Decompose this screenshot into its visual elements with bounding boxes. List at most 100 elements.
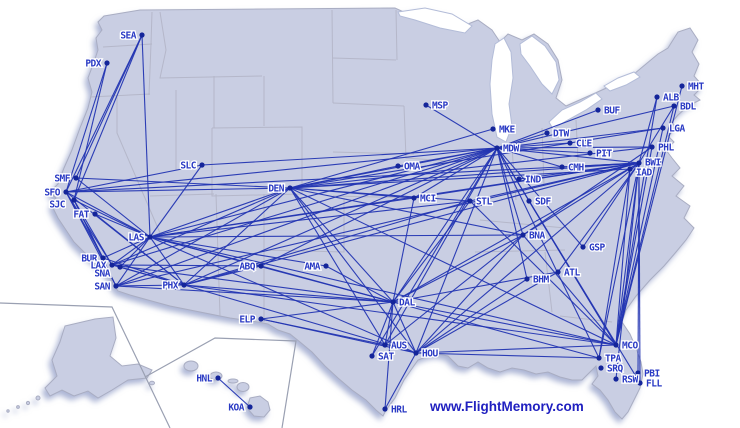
route-las-stl — [149, 200, 471, 238]
airport-dot-sdf — [526, 198, 532, 204]
lake-erie — [548, 92, 603, 130]
airport-dot-sat — [369, 353, 375, 359]
airport-label-rsw: RSW — [622, 375, 638, 386]
route-bdl-mco — [615, 105, 675, 346]
route-hou-atl — [415, 271, 559, 354]
airport-label-cle: CLE — [576, 139, 592, 150]
airport-dot-hrl — [382, 406, 388, 412]
route-mdw-phl — [496, 146, 653, 149]
route-hou-tpa — [415, 352, 600, 359]
route-sna-phx — [119, 266, 185, 286]
airport-label-phl: PHL — [658, 143, 674, 154]
route-las-san — [115, 236, 151, 287]
island-kauai — [183, 360, 199, 372]
airport-label-stl: STL — [476, 197, 492, 208]
route-dal-aus — [384, 301, 394, 346]
route-las-bur — [102, 236, 151, 259]
route-mdw-bna — [496, 147, 524, 236]
aleutian-island — [6, 409, 10, 413]
airport-label-cmh: CMH — [568, 163, 584, 174]
airport-dot-bwi — [636, 160, 642, 166]
route-san-mdw — [115, 147, 498, 287]
lake-huron — [519, 35, 560, 95]
airport-label-dtw: DTW — [553, 129, 569, 140]
route-mdw-pit — [496, 147, 591, 154]
airport-label-den: DEN — [268, 184, 284, 195]
airport-label-oma: OMA — [404, 162, 420, 173]
route-mdw-bdl — [496, 105, 675, 149]
route-las-hou — [149, 236, 417, 354]
airport-label-sat: SAT — [378, 352, 394, 363]
airport-label-mke: MKE — [499, 125, 515, 136]
airport-dot-mdw — [494, 145, 500, 151]
island-molokai — [227, 378, 239, 384]
airport-label-mht: MHT — [688, 82, 704, 93]
continental-us-shape — [49, 7, 704, 420]
airport-label-elp: ELP — [239, 315, 255, 326]
airport-label-lga: LGA — [669, 124, 685, 135]
airport-label-phx: PHX — [162, 281, 178, 292]
route-aus-bna — [384, 234, 524, 346]
airport-label-aus: AUS — [391, 341, 407, 352]
airport-dot-bdl — [671, 103, 677, 109]
route-phx-mco — [183, 284, 617, 346]
route-bna-bwi — [522, 162, 640, 236]
airport-dot-rsw — [613, 376, 619, 382]
route-alb-mco — [615, 96, 658, 346]
route-hou-mco — [415, 344, 617, 354]
route-mci-bwi — [413, 162, 640, 199]
airport-dot-mco — [613, 342, 619, 348]
airport-dot-pbi — [635, 370, 641, 376]
airport-label-atl: ATL — [564, 268, 580, 279]
airport-dot-aus — [382, 342, 388, 348]
lake-michigan — [489, 37, 514, 143]
route-den-aus — [289, 187, 386, 346]
airport-label-slc: SLC — [180, 161, 196, 172]
route-fat-las — [94, 213, 151, 238]
route-sjc-las — [73, 199, 151, 238]
route-bdl-bwi — [638, 105, 675, 164]
route-bwi-tpa — [598, 162, 640, 359]
airport-label-hrl: HRL — [391, 405, 407, 416]
route-slc-mdw — [201, 147, 498, 166]
route-san-phx — [115, 284, 185, 287]
route-smf-den — [75, 177, 291, 189]
island-hawaii-big-island — [246, 395, 271, 418]
airport-dot-oma — [395, 163, 401, 169]
route-mdw-bhm — [496, 147, 528, 280]
hawaii-inset-border — [144, 337, 297, 428]
airport-label-alb: ALB — [663, 93, 679, 104]
route-elp-hou — [260, 318, 417, 354]
airport-label-ama: AMA — [304, 262, 320, 273]
route-den-bwi — [289, 162, 640, 189]
route-mdw-lga — [496, 127, 664, 149]
route-mdw-tpa — [496, 147, 600, 359]
route-mdw-bwi — [496, 147, 640, 164]
route-sea-las — [141, 34, 151, 238]
route-phl-mco — [615, 146, 653, 346]
airport-label-ind: IND — [525, 175, 541, 186]
airport-label-dal: DAL — [399, 298, 415, 309]
airport-dot-ind — [516, 176, 522, 182]
route-alb-bwi — [638, 96, 658, 164]
airport-dot-alb — [654, 94, 660, 100]
route-atl-bwi — [557, 162, 640, 273]
airport-dot-buf — [595, 107, 601, 113]
route-phx-dal — [183, 284, 394, 303]
airport-label-hou: HOU — [422, 349, 438, 360]
aleutian-island — [25, 400, 31, 406]
route-san-dal — [115, 285, 394, 303]
route-stl-bwi — [469, 162, 640, 202]
airport-dot-phx — [181, 282, 187, 288]
route-hou-mdw — [415, 147, 498, 354]
route-las-mdw — [149, 147, 498, 238]
route-den-mke — [289, 128, 494, 189]
route-iad-mco — [615, 168, 631, 346]
route-sjc-lax — [73, 199, 113, 266]
airport-dot-las — [147, 234, 153, 240]
airport-dots-layer — [63, 32, 685, 412]
airport-dot-hnl — [215, 375, 221, 381]
route-ama-dal — [325, 265, 394, 303]
